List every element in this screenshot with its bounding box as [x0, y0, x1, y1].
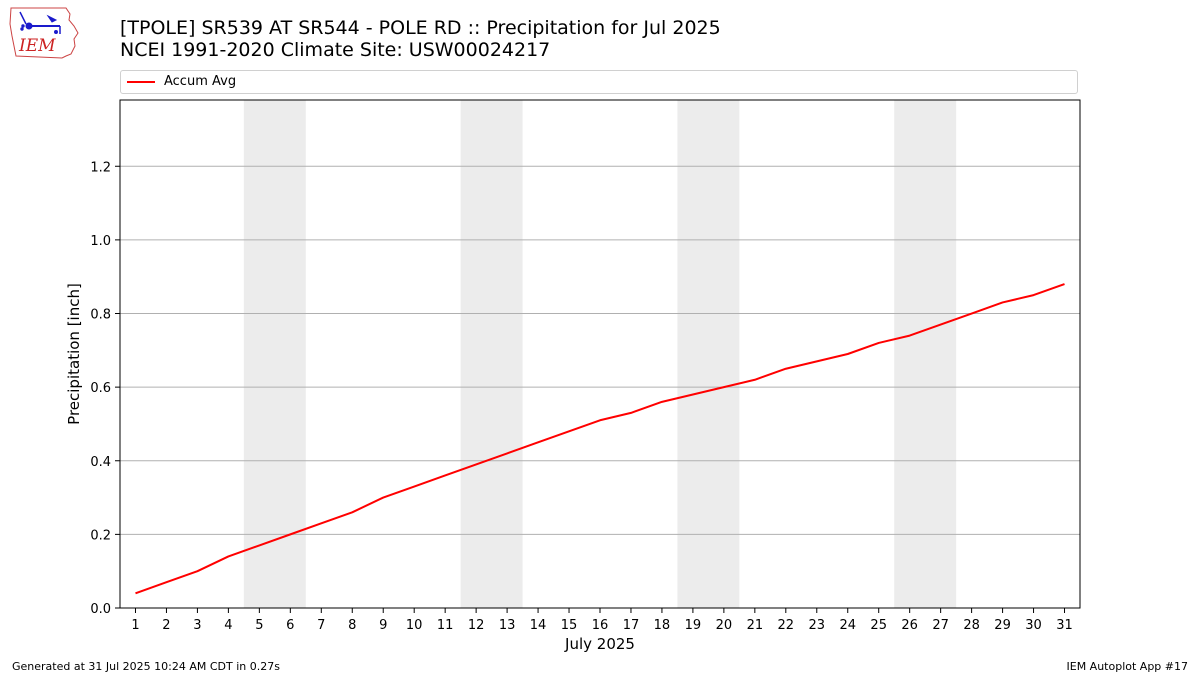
weather-station-icon [19, 11, 61, 34]
y-tick-label: 0.0 [90, 602, 111, 617]
iowa-outline-icon [9, 7, 79, 59]
x-tick-label: 9 [379, 618, 387, 633]
y-tick-label: 0.8 [90, 308, 111, 323]
x-tick-label: 5 [255, 618, 263, 633]
x-tick-label: 17 [623, 618, 640, 633]
x-tick-label: 21 [747, 618, 764, 633]
weekend-band [243, 100, 306, 608]
footer-app-text: IEM Autoplot App #17 [1066, 660, 1189, 673]
legend: Accum Avg [120, 70, 1078, 94]
x-tick-label: 13 [499, 618, 516, 633]
x-tick-label: 18 [654, 618, 671, 633]
footer-generated-text: Generated at 31 Jul 2025 10:24 AM CDT in… [12, 660, 280, 673]
chart-subtitle: NCEI 1991-2020 Climate Site: USW00024217 [120, 39, 551, 61]
y-tick-label: 1.2 [90, 160, 111, 175]
y-tick-label: 0.4 [90, 455, 111, 470]
y-tick-label: 0.6 [90, 381, 111, 396]
x-tick-label: 10 [406, 618, 423, 633]
y-axis-label: Precipitation [inch] [65, 283, 83, 425]
x-tick-label: 2 [162, 618, 170, 633]
weekend-band [677, 100, 740, 608]
y-tick-label: 0.2 [90, 528, 111, 543]
x-tick-label: 3 [193, 618, 201, 633]
x-tick-label: 4 [224, 618, 232, 633]
x-tick-label: 29 [994, 618, 1011, 633]
x-tick-label: 8 [348, 618, 356, 633]
plot-area-frame [119, 99, 1081, 609]
x-tick-label: 24 [839, 618, 856, 633]
chart-title: [TPOLE] SR539 AT SR544 - POLE RD :: Prec… [120, 17, 721, 39]
x-tick-label: 7 [317, 618, 325, 633]
x-tick-label: 31 [1056, 618, 1073, 633]
x-tick-label: 16 [592, 618, 609, 633]
x-tick-label: 6 [286, 618, 294, 633]
logo-text: IEM [18, 36, 56, 56]
iem-logo: IEM [9, 7, 79, 59]
x-tick-label: 30 [1025, 618, 1042, 633]
x-tick-label: 23 [809, 618, 826, 633]
y-tick-label: 1.0 [90, 234, 111, 249]
x-tick-label: 14 [530, 618, 547, 633]
x-tick-label: 20 [716, 618, 733, 633]
series-line-accum-avg [135, 283, 1065, 595]
x-tick-label: 26 [901, 618, 918, 633]
x-axis-label: July 2025 [564, 635, 635, 653]
weekend-band [460, 100, 523, 608]
x-tick-label: 28 [963, 618, 980, 633]
x-tick-label: 12 [468, 618, 485, 633]
x-tick-label: 1 [131, 618, 139, 633]
x-tick-label: 15 [561, 618, 578, 633]
x-tick-label: 25 [870, 618, 887, 633]
x-tick-label: 27 [932, 618, 949, 633]
x-tick-label: 11 [437, 618, 454, 633]
legend-label-accum-avg: Accum Avg [164, 74, 237, 89]
x-tick-label: 19 [685, 618, 702, 633]
legend-swatch-accum-avg [127, 81, 155, 83]
weekend-band [894, 100, 957, 608]
x-tick-label: 22 [778, 618, 795, 633]
